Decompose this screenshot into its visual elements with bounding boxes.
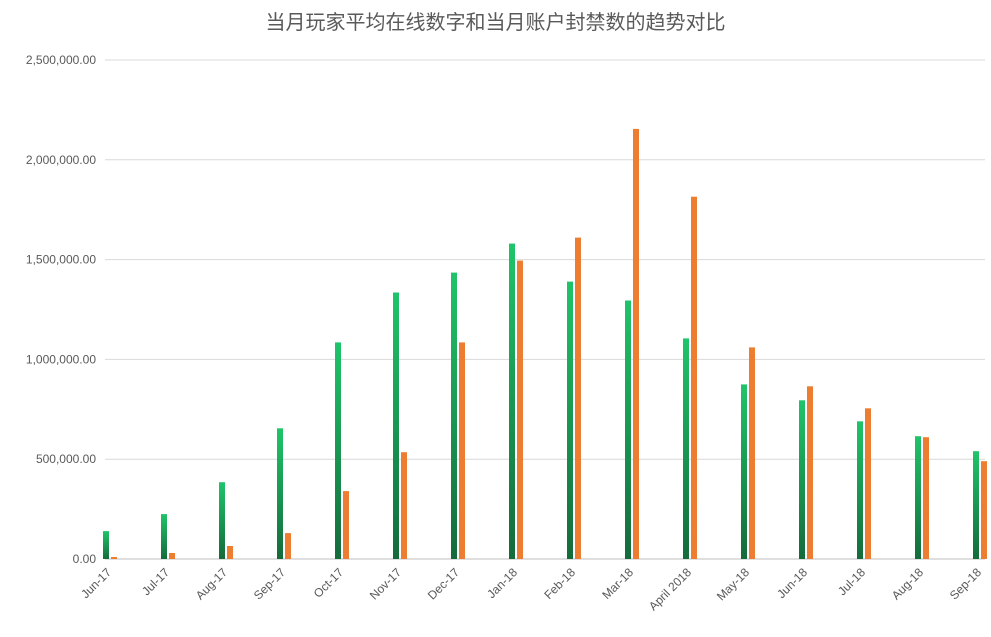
bar-series-1: [741, 384, 747, 559]
bar-series-2: [981, 461, 987, 559]
y-tick-label: 0.00: [73, 552, 97, 566]
gridlines: [105, 59, 985, 560]
chart-title: 当月玩家平均在线数字和当月账户封禁数的趋势对比: [265, 10, 726, 34]
bar-series-1: [219, 482, 225, 559]
bar-series-2: [343, 491, 349, 559]
bar-series-1: [451, 272, 457, 559]
x-tick-label: Sep-17: [251, 565, 288, 602]
bar-series-2: [575, 237, 581, 559]
bar-series-1: [277, 428, 283, 559]
bar-series-2: [749, 347, 755, 559]
y-tick-label: 2,500,000.00: [26, 53, 96, 67]
bar-series-2: [923, 437, 929, 559]
bar-series-2: [169, 553, 175, 559]
bar-series-2: [285, 533, 291, 559]
x-tick-label: Mar-18: [599, 565, 636, 602]
bar-series-1: [973, 451, 979, 559]
x-axis-ticks: Jun-17 Jul-17 Aug-17 Sep-17 Oct-17 Nov-17 Dec-…: [78, 565, 984, 613]
x-tick-label: Jan-18: [484, 565, 520, 601]
bar-series-2: [865, 408, 871, 559]
bar-series-2: [459, 342, 465, 559]
bar-series-1: [857, 421, 863, 559]
x-tick-label: Dec-17: [425, 565, 462, 602]
x-tick-label: Jul-17: [139, 565, 172, 598]
x-tick-label: Aug-18: [889, 565, 926, 602]
bar-series-2: [807, 386, 813, 559]
bar-series-1: [799, 400, 805, 559]
bar-series-1: [509, 243, 515, 559]
x-tick-label: Sep-18: [947, 565, 984, 602]
bar-series-1: [335, 342, 341, 559]
x-tick-label: April 2018: [646, 565, 694, 613]
bar-series-2: [517, 260, 523, 559]
bar-series-2: [227, 546, 233, 559]
y-tick-label: 2,000,000.00: [26, 153, 96, 167]
y-axis-ticks: 0.00 500,000.00 1,000,000.00 1,500,000.00 2,…: [26, 53, 96, 566]
y-tick-label: 1,500,000.00: [26, 253, 96, 267]
bar-series-1: [625, 300, 631, 559]
bar-series-2: [691, 196, 697, 559]
x-tick-label: Nov-17: [367, 565, 404, 602]
y-tick-label: 500,000.00: [36, 452, 96, 466]
x-tick-label: Jul-18: [835, 565, 868, 598]
bar-series-1: [393, 292, 399, 559]
x-tick-label: Aug-17: [193, 565, 230, 602]
bar-series-1: [567, 281, 573, 559]
x-tick-label: May-18: [714, 565, 752, 603]
bar-series-2: [401, 452, 407, 559]
x-tick-label: Oct-17: [311, 565, 347, 601]
y-tick-label: 1,000,000.00: [26, 352, 96, 366]
x-tick-label: Feb-18: [541, 565, 578, 602]
bar-series-1: [103, 531, 109, 559]
bar-series-1: [161, 514, 167, 559]
x-tick-label: Jun-17: [78, 565, 114, 601]
bars: [103, 128, 987, 559]
bar-series-1: [683, 338, 689, 559]
bar-series-2: [633, 128, 639, 559]
x-tick-label: Jun-18: [774, 565, 810, 601]
bar-series-1: [915, 436, 921, 559]
bar-series-2: [111, 557, 117, 559]
